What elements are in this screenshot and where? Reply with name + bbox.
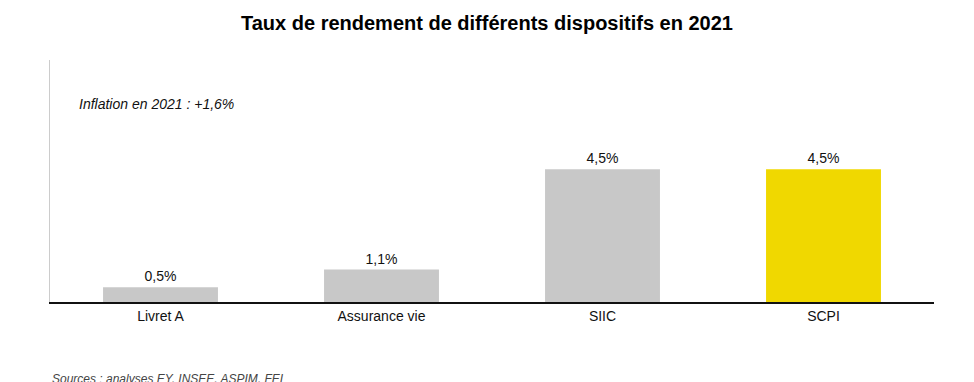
svg-text:SIIC: SIIC <box>589 308 616 324</box>
svg-text:4,5%: 4,5% <box>808 150 840 166</box>
svg-text:SCPI: SCPI <box>807 308 840 324</box>
svg-text:0,5%: 0,5% <box>145 268 177 284</box>
svg-text:Inflation en 2021 : +1,6%: Inflation en 2021 : +1,6% <box>79 96 234 112</box>
svg-text:Taux de rendement de différent: Taux de rendement de différents disposit… <box>241 12 733 34</box>
svg-text:1,1%: 1,1% <box>366 251 398 267</box>
svg-text:Livret A: Livret A <box>137 308 184 324</box>
svg-text:4,5%: 4,5% <box>587 150 619 166</box>
svg-text:Sources : analyses EY, INSEE,: Sources : analyses EY, INSEE, ASPIM, FEI <box>52 372 284 382</box>
svg-text:Assurance vie: Assurance vie <box>338 308 426 324</box>
